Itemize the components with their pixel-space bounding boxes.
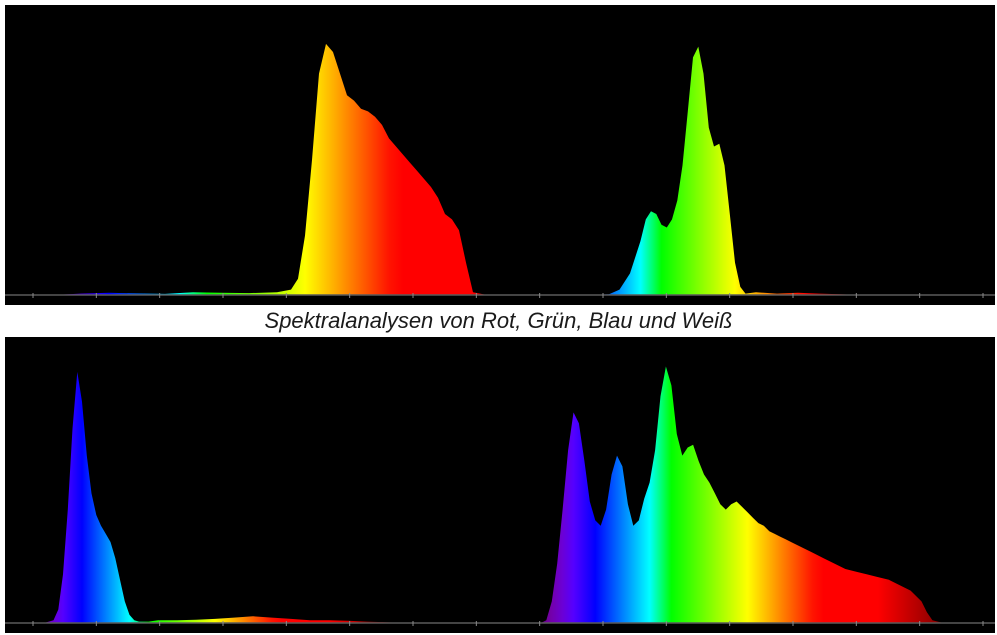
spectrum-series-2 [525,46,945,295]
caption: Spektralanalysen von Rot, Grün, Blau und… [264,308,733,333]
spectrum-series-3 [25,371,405,623]
spectrum-series-4 [530,366,965,623]
spectrum-panel-top [5,5,995,305]
spectrum-chart-top [5,43,995,298]
spectrum-panel-bottom [5,337,995,633]
spectrum-chart-bottom [5,366,995,626]
spectrum-series-1 [25,43,585,296]
